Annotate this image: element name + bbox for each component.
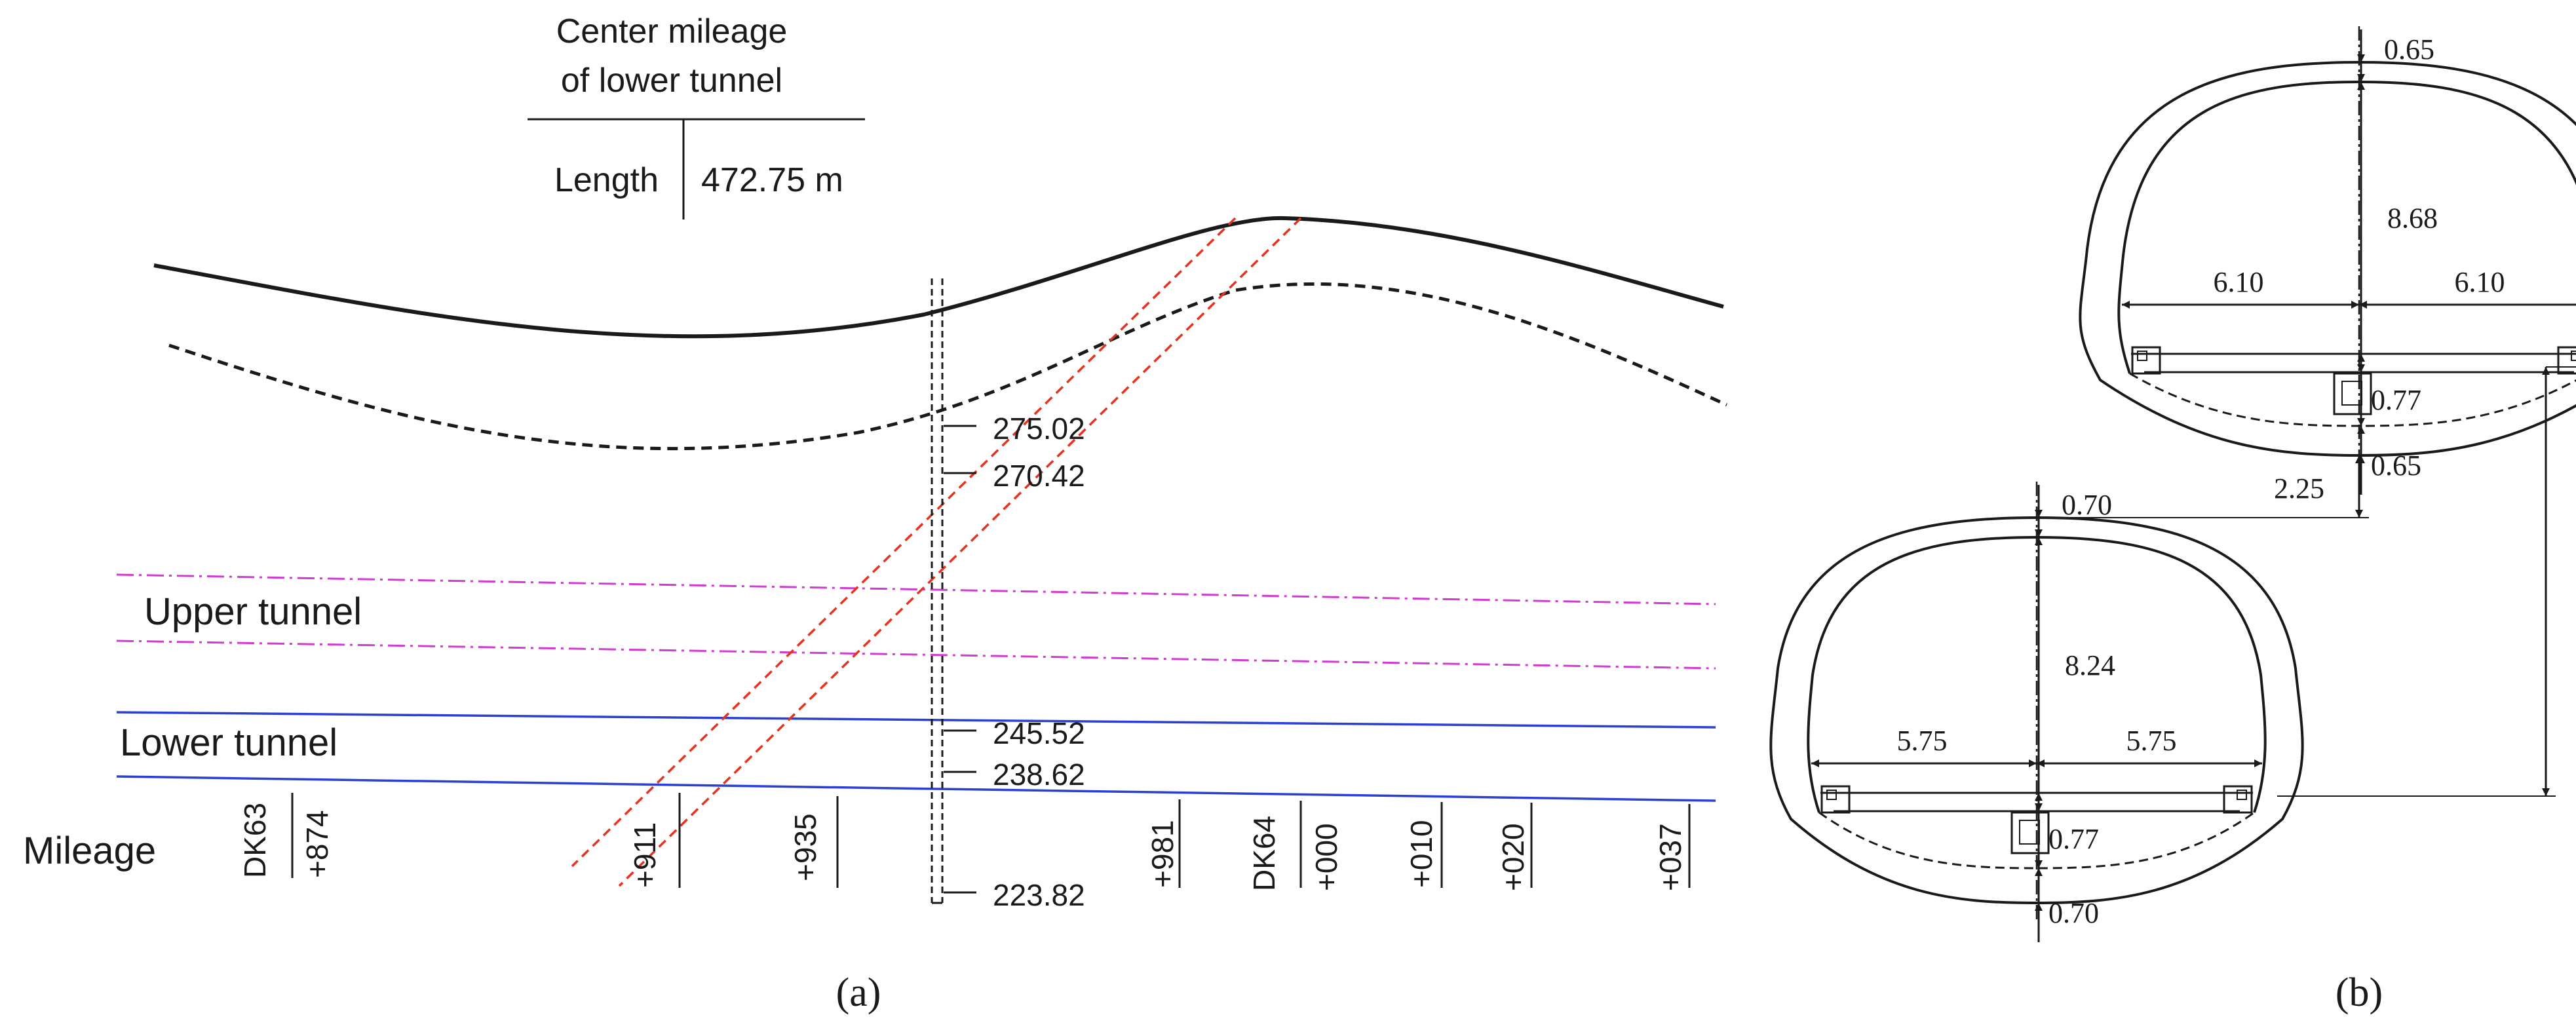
borehole (931, 278, 944, 904)
upper-tunnel-bottom-line (116, 640, 1716, 670)
lower-trough-right (2223, 785, 2253, 814)
upper-half-width-right: 6.10 (2455, 266, 2505, 298)
length-label: Length (554, 161, 659, 199)
lower-tunnel-section: 5.75 5.75 0.70 8.24 0.77 0.70 (1769, 482, 2304, 942)
arrow-head (2542, 367, 2550, 375)
arrow-head (2035, 903, 2043, 911)
elevation-label: 223.82 (993, 878, 1085, 912)
mileage-tick-label: +911 (628, 822, 662, 888)
arrow-head (2254, 759, 2262, 767)
upper-invert-depth: 0.77 (2371, 384, 2421, 416)
mileage-title: Mileage (23, 830, 156, 872)
ground-surface-dashed (168, 282, 1728, 451)
arrow-head (2357, 54, 2365, 62)
arrow-head (2035, 537, 2043, 545)
mileage-tick-label: +000 (1309, 823, 1343, 891)
upper-trough-left-inner (2137, 351, 2147, 361)
caption-a: (a) (836, 970, 881, 1015)
lower-invert-dashed (1818, 811, 2255, 870)
arrow-head (2035, 510, 2043, 518)
upper-central-drain (2333, 372, 2372, 415)
upper-lining-outer (2079, 60, 2576, 457)
header-line-1: Center mileage (556, 12, 788, 50)
upper-bottom-thickness: 0.65 (2371, 449, 2421, 482)
arrow-head (2357, 74, 2365, 82)
panel-a: Center mileage of lower tunnel Length 47… (23, 12, 1728, 1015)
mileage-tick-label: +874 (300, 810, 334, 878)
mileage-tick-label: +935 (788, 813, 822, 881)
lower-half-width-left: 5.75 (1897, 725, 1948, 757)
lower-central-drain (2010, 811, 2050, 854)
length-value: 472.75 m (701, 161, 843, 199)
elevation-label: 238.62 (993, 757, 1085, 792)
upper-trough-right-inner (2571, 351, 2576, 361)
mileage-axis: Mileage DK63 +874 +911 +935 +981 DK64 +0… (23, 793, 1691, 891)
mileage-tick-label: +010 (1404, 820, 1438, 888)
elevation-label: 245.52 (993, 716, 1085, 750)
arrow-head (2122, 301, 2130, 309)
arrow-head (2357, 354, 2365, 362)
upper-lining-outer (2066, 62, 2576, 410)
upper-crown-thickness: 0.65 (2384, 33, 2434, 66)
upper-clear-height: 8.68 (2387, 202, 2438, 235)
tunnel-spacing-dims: 2.25 (2037, 366, 2576, 797)
header-line-2: of lower tunnel (561, 62, 782, 100)
upper-trough-right (2557, 346, 2576, 375)
upper-lining-outer-arc (2078, 67, 2576, 459)
arrow-head (2029, 759, 2037, 767)
lower-tunnel-top-line (116, 711, 1716, 729)
mileage-tick-label: +020 (1496, 823, 1530, 891)
lower-invert-depth: 0.77 (2048, 823, 2099, 855)
lower-clear-height: 8.24 (2065, 649, 2115, 681)
tunnel-gap: 2.25 (2274, 472, 2324, 505)
mileage-tick-label: +981 (1145, 820, 1180, 888)
lower-trough-right-inner (2237, 790, 2247, 800)
elevation-markers: 275.02 270.42 245.52 238.62 223.82 (944, 411, 1085, 912)
arrow-head (2037, 759, 2045, 767)
lower-tunnel-bottom-line (116, 775, 1716, 802)
mileage-tick-label: +037 (1653, 823, 1687, 891)
arrow-head (2035, 529, 2043, 537)
arrow-head (2357, 418, 2365, 426)
upper-tunnel-top-line (116, 573, 1716, 605)
arrow-head (2357, 426, 2365, 434)
arrow-head (2542, 788, 2550, 796)
arrow-head (2035, 868, 2043, 876)
panel-b (2066, 62, 2576, 459)
arrow-head (2035, 793, 2043, 801)
arrow-head (1811, 759, 1819, 767)
arrow-head (2357, 82, 2365, 90)
lower-lining-outer (1769, 516, 2304, 905)
elevation-label: 275.02 (993, 411, 1085, 446)
upper-tunnel-label: Upper tunnel (144, 590, 362, 633)
arrow-head (2355, 455, 2363, 463)
lower-trough-left (1820, 785, 1851, 814)
upper-lining-inner (2117, 80, 2576, 374)
upper-trough-left (2131, 346, 2161, 375)
mileage-tick-label: DK63 (238, 803, 272, 878)
lower-bottom-thickness: 0.70 (2048, 897, 2099, 929)
lower-tunnel-label: Lower tunnel (120, 721, 337, 764)
arrow-head (2357, 364, 2365, 372)
header-table: Center mileage of lower tunnel Length 47… (528, 12, 865, 220)
arrow-head (2355, 510, 2363, 518)
lower-half-width-right: 5.75 (2126, 725, 2177, 757)
arrow-head (2351, 301, 2359, 309)
caption-b: (b) (2336, 970, 2383, 1015)
ground-surface-solid (153, 216, 1724, 339)
fault-line-1 (571, 217, 1237, 868)
fault-line-2 (618, 217, 1302, 887)
elevation-label: 270.42 (993, 459, 1085, 493)
arrow-head (2035, 803, 2043, 811)
upper-tunnel-section (2066, 62, 2576, 459)
lower-crown-thickness: 0.70 (2062, 489, 2112, 521)
upper-tunnel-section: 6.10 6.10 0.65 8.68 0.77 0.65 (2079, 26, 2576, 495)
upper-half-width-left: 6.10 (2214, 266, 2264, 298)
lower-trough-left-inner (1826, 790, 1837, 800)
arrow-head (2035, 860, 2043, 868)
mileage-tick-label: DK64 (1247, 816, 1281, 891)
arrow-head (2359, 301, 2367, 309)
